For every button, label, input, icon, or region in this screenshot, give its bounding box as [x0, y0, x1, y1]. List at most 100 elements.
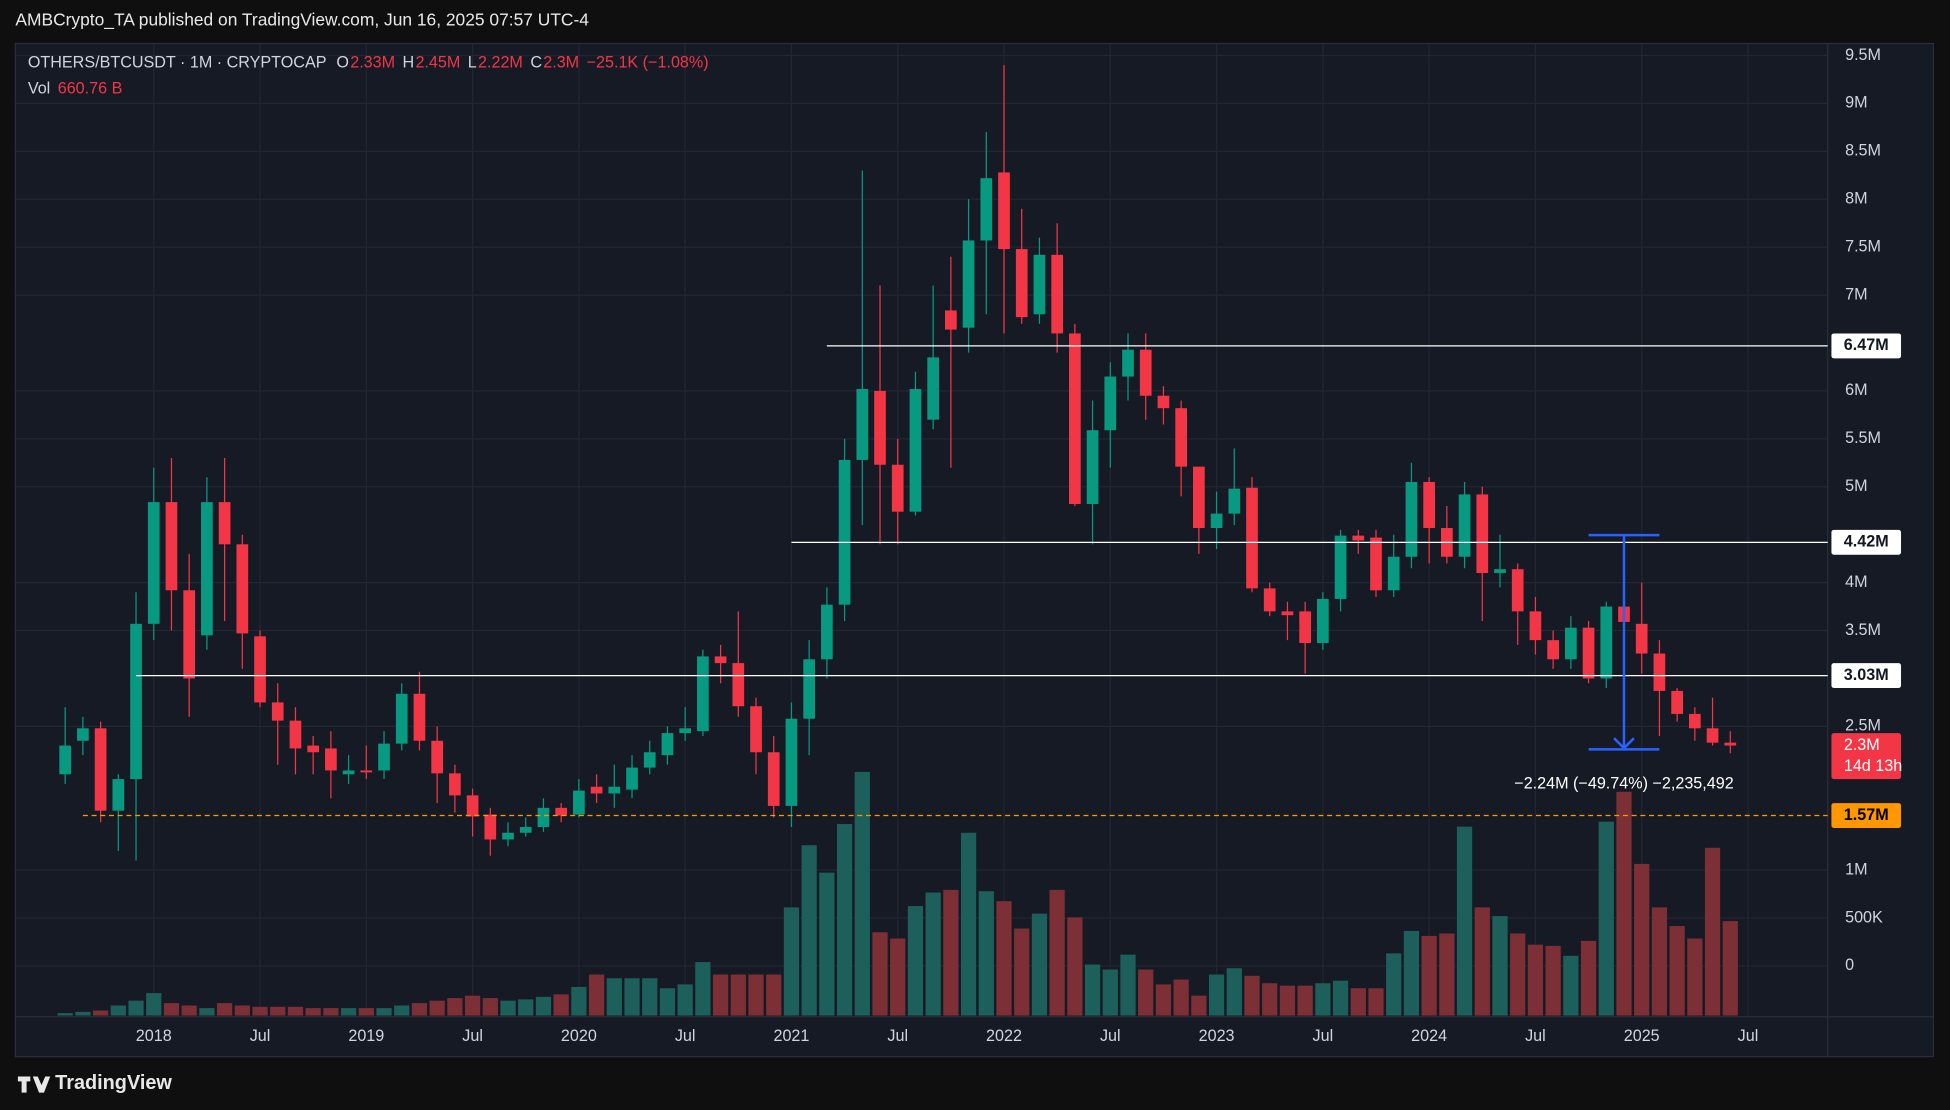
volume-bar — [75, 1011, 91, 1016]
candle-body — [1317, 598, 1329, 643]
last-price-label: 2.3M — [1844, 736, 1880, 754]
candle-body — [803, 659, 816, 719]
level-label-box — [1831, 333, 1902, 359]
candle-body — [431, 740, 444, 774]
candle-body — [1263, 588, 1276, 612]
volume-bar — [358, 1008, 374, 1016]
candle-body — [874, 390, 886, 465]
volume-bar — [411, 1003, 428, 1016]
volume-bar — [447, 998, 463, 1016]
x-tick-label: Jul — [1525, 1027, 1546, 1045]
volume-bar — [588, 974, 605, 1016]
y-tick-label: 7M — [1845, 285, 1867, 303]
publish-header: AMBCrypto_TA published on TradingView.co… — [15, 10, 589, 30]
candle-body — [998, 172, 1010, 250]
candle-body — [1423, 481, 1435, 528]
candle-body — [218, 502, 231, 545]
volume-bar — [146, 993, 162, 1016]
volume-bar — [960, 832, 977, 1016]
y-tick-label: 5.5M — [1845, 429, 1881, 447]
x-tick-label: 2024 — [1411, 1027, 1447, 1045]
volume-bar — [340, 1008, 357, 1016]
volume-bar — [1244, 975, 1260, 1016]
candle-body — [325, 748, 337, 771]
candle-body — [1511, 569, 1524, 612]
candle-body — [449, 773, 461, 796]
y-tick-label: 1M — [1845, 860, 1867, 878]
candle-body — [77, 728, 89, 741]
volume-bar — [287, 1006, 304, 1016]
x-tick-label: 2019 — [348, 1027, 384, 1045]
candle-body — [1653, 653, 1666, 691]
volume-bar — [1669, 926, 1685, 1016]
countdown-label: 14d 13h — [1844, 757, 1902, 775]
measure-arrowhead — [1613, 737, 1635, 750]
volume-bar — [801, 845, 817, 1016]
ohlc-value: 2.45M — [415, 54, 460, 72]
y-tick-label: 8M — [1845, 190, 1867, 208]
candle-body — [555, 807, 568, 816]
volume-bar — [677, 984, 693, 1016]
volume-bar — [1545, 945, 1561, 1016]
y-tick-label: 9M — [1845, 94, 1867, 112]
level-label: 1.57M — [1844, 806, 1889, 824]
volume-bar — [1120, 954, 1136, 1016]
volume-legend: Vol 660.76 B — [28, 80, 123, 98]
volume-bar — [1173, 979, 1189, 1016]
volume-bar — [199, 1008, 215, 1016]
ohlc-key: O — [336, 54, 349, 72]
candle-body — [360, 770, 373, 773]
candle-body — [909, 389, 922, 512]
candle-body — [236, 544, 249, 634]
volume-bar — [1138, 969, 1154, 1016]
volume-bar — [1527, 944, 1544, 1016]
ohlc-key: C — [530, 54, 542, 72]
volume-bar — [518, 999, 534, 1016]
candle-body — [1069, 333, 1081, 505]
y-tick-label: 9.5M — [1845, 46, 1881, 64]
y-tick-label: 7.5M — [1845, 237, 1881, 255]
candle-body — [590, 786, 603, 794]
candle-body — [1529, 611, 1542, 641]
volume-bar — [1262, 983, 1278, 1016]
ohlc-value: 2.3M — [543, 54, 579, 72]
x-tick-label: 2022 — [986, 1027, 1022, 1045]
x-tick-label: 2025 — [1624, 1027, 1660, 1045]
x-tick-label: 2021 — [773, 1027, 809, 1045]
volume-bar — [1492, 916, 1508, 1016]
candle-body — [1157, 395, 1170, 409]
volume-bar — [978, 891, 994, 1016]
volume-bar — [1332, 980, 1349, 1016]
brand-name: TradingView — [55, 1072, 172, 1094]
candle-body — [1122, 349, 1134, 377]
symbol: OTHERS/BTCUSDT · 1M · CRYPTOCAP — [28, 54, 327, 72]
volume-bar — [216, 1003, 233, 1016]
volume-bar — [1580, 940, 1597, 1016]
candle-body — [1193, 466, 1205, 528]
candle-body — [1104, 376, 1117, 431]
volume-bar — [482, 998, 498, 1016]
candle-body — [1139, 349, 1152, 396]
candle-body — [1370, 537, 1382, 591]
volume-bar — [766, 974, 782, 1016]
volume-bar — [943, 889, 959, 1016]
candle-body — [1706, 728, 1719, 743]
x-tick-label: Jul — [1738, 1027, 1759, 1045]
volume-bar — [500, 1000, 516, 1016]
candle-body — [1635, 623, 1648, 654]
candle-body — [962, 240, 975, 328]
volume-bar — [1510, 933, 1526, 1016]
candle-body — [165, 502, 178, 591]
x-tick-label: 2023 — [1199, 1027, 1235, 1045]
volume-bar — [890, 938, 906, 1016]
volume-bar — [1279, 985, 1296, 1016]
candle-body — [1688, 713, 1701, 729]
volume-bar — [907, 906, 924, 1016]
volume-bar — [1634, 863, 1650, 1016]
volume-bar — [712, 974, 729, 1016]
volume-bar — [1067, 917, 1083, 1016]
y-tick-label: 0 — [1845, 956, 1854, 974]
volume-bar — [1598, 821, 1614, 1016]
volume-value: 660.76 B — [58, 80, 123, 98]
volume-bar — [1439, 933, 1455, 1016]
